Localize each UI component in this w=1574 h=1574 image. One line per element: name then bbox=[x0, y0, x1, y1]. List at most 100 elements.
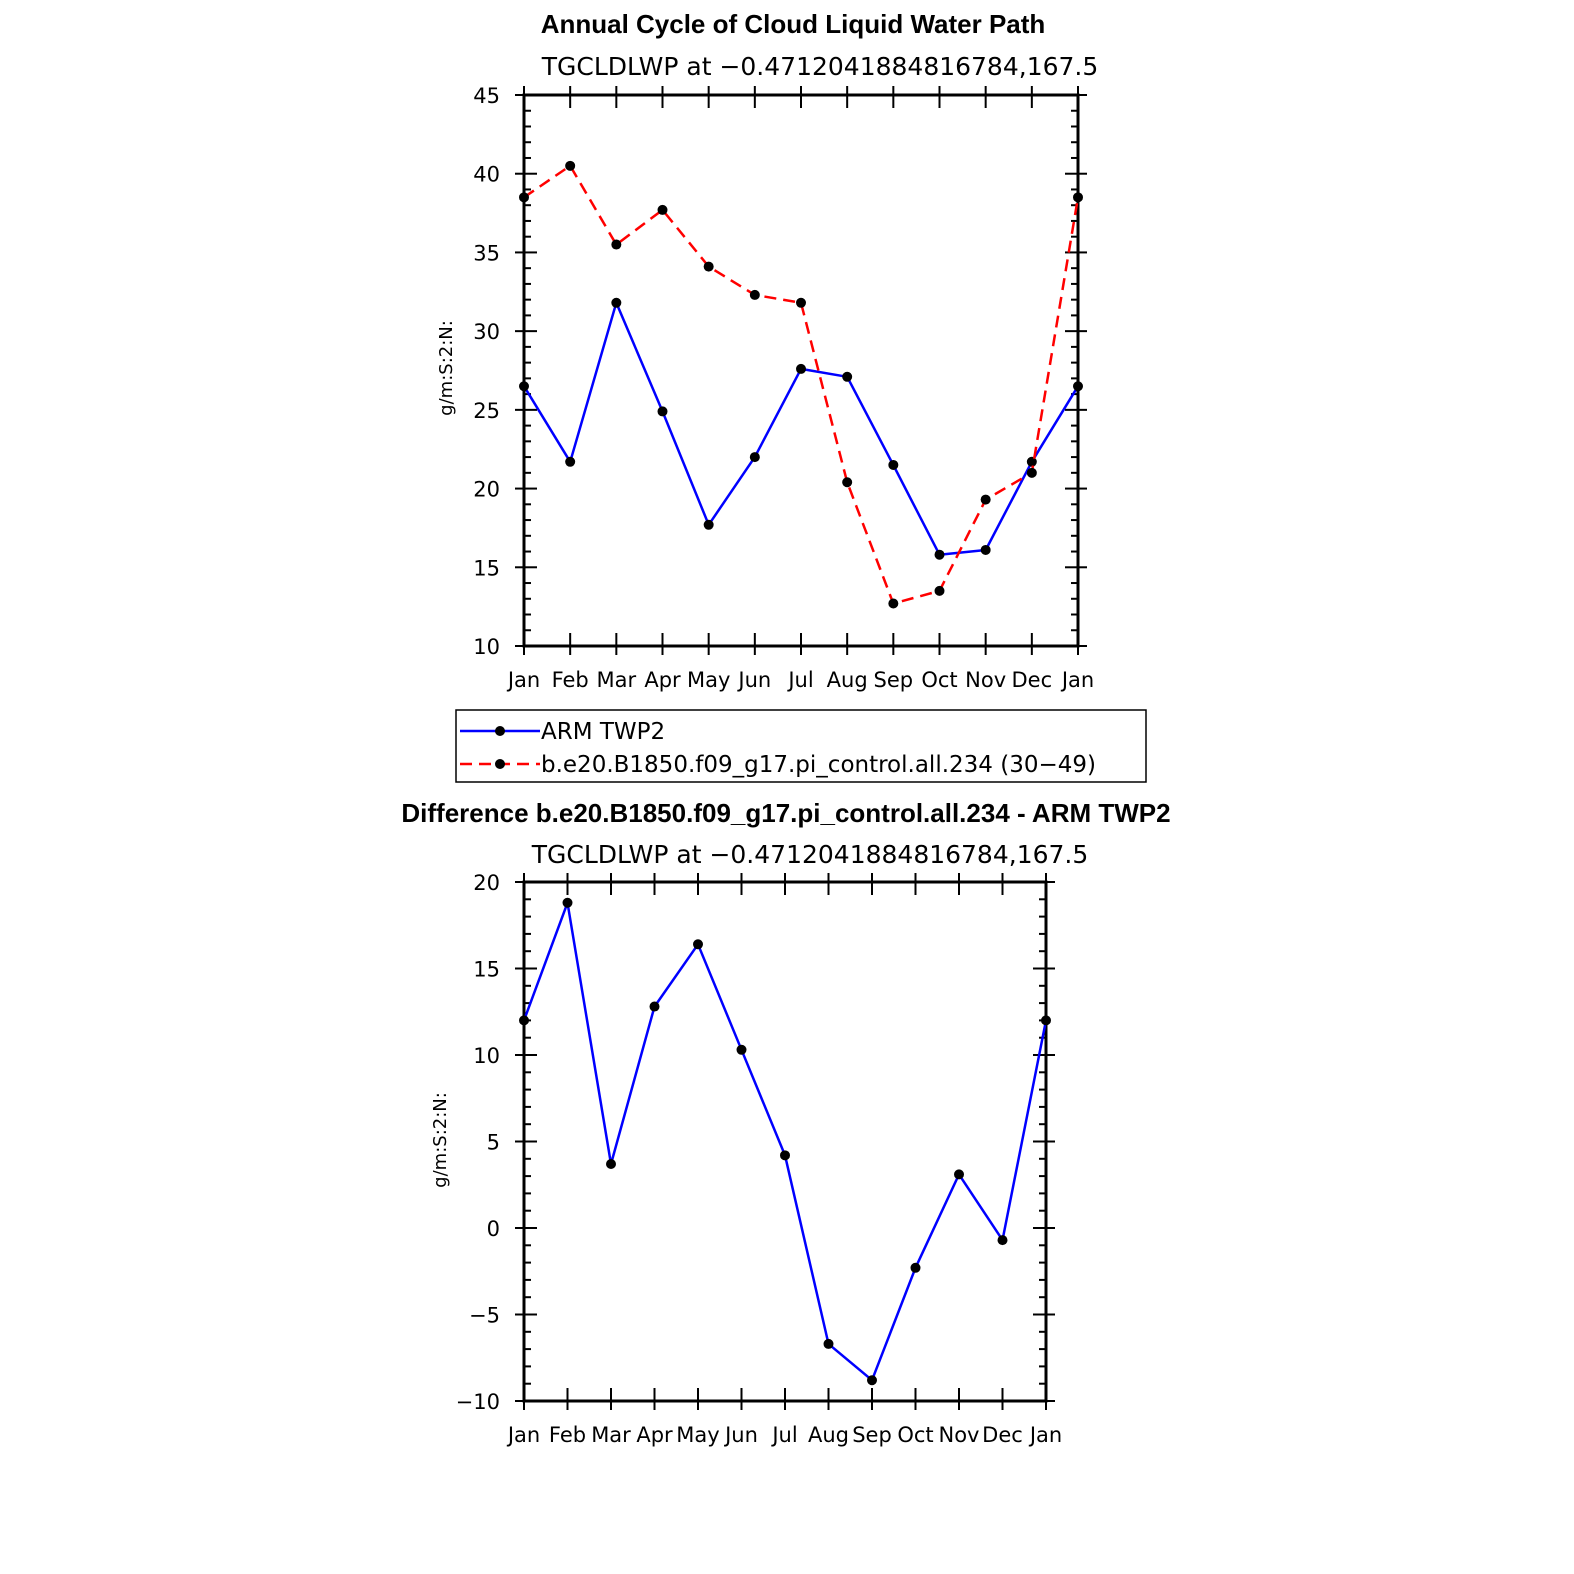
chart1-series-1-point bbox=[611, 239, 622, 250]
chart2-series-0-point bbox=[606, 1158, 616, 1169]
chart1-series-0-point bbox=[980, 544, 991, 555]
chart1-xtick-label: Jan bbox=[1060, 668, 1094, 692]
chart1-series-1-point bbox=[888, 598, 899, 609]
chart1-series-0-point bbox=[934, 549, 945, 560]
chart1-series-0-point bbox=[749, 452, 760, 463]
chart1-xtick-label: Sep bbox=[874, 668, 914, 692]
chart2-xtick-label: Sep bbox=[852, 1423, 892, 1447]
chart1-ytick-label: 40 bbox=[473, 163, 500, 187]
chart2-ytick-label: 5 bbox=[487, 1131, 500, 1155]
chart2-series-0-point bbox=[736, 1044, 747, 1055]
chart2-series-0-point bbox=[693, 939, 703, 950]
chart2-xtick-label: May bbox=[676, 1423, 719, 1447]
chart1-series-0-point bbox=[842, 371, 853, 382]
legend-label-model: b.e20.B1850.f09_g17.pi_control.all.234 (… bbox=[541, 752, 1096, 778]
chart2-ylabel: g/m:S:2:N: bbox=[430, 1092, 451, 1188]
chart2-xtick-label: Jan bbox=[506, 1423, 540, 1447]
chart1-series-1-line bbox=[523, 164, 1080, 605]
chart1-series-0-point bbox=[519, 381, 529, 392]
chart2-xtick-label: Jul bbox=[770, 1423, 797, 1447]
chart1-ytick-label: 20 bbox=[473, 478, 500, 502]
chart2-xtick-label: Dec bbox=[982, 1423, 1023, 1447]
annual-cycle-chart: Annual Cycle of Cloud Liquid Water Path … bbox=[436, 9, 1147, 783]
chart1-series-0-point bbox=[565, 456, 576, 467]
legend-entry-arm-twp2: ARM TWP2 bbox=[460, 719, 665, 745]
chart1-xtick-label: May bbox=[687, 668, 730, 692]
chart2-series-0-line bbox=[522, 901, 1048, 1382]
chart2-title: Difference b.e20.B1850.f09_g17.pi_contro… bbox=[401, 798, 1170, 828]
chart1-title: Annual Cycle of Cloud Liquid Water Path bbox=[541, 9, 1046, 39]
chart1-xtick-label: Jun bbox=[736, 668, 771, 692]
chart2-xtick-label: Oct bbox=[897, 1423, 933, 1447]
chart1-series-1-point bbox=[1073, 192, 1083, 203]
chart2-series-0-point bbox=[780, 1150, 790, 1161]
chart1-series-0-line bbox=[522, 301, 1080, 556]
chart1-series-0-point bbox=[703, 519, 714, 530]
chart2-series-0-point bbox=[867, 1375, 877, 1386]
difference-chart: Difference b.e20.B1850.f09_g17.pi_contro… bbox=[401, 798, 1170, 1447]
chart1-series-0-point bbox=[1073, 381, 1083, 392]
legend-label-arm-twp2: ARM TWP2 bbox=[541, 719, 665, 745]
chart2-xtick-label: Jun bbox=[723, 1423, 758, 1447]
chart1-series-0-point bbox=[888, 459, 899, 470]
chart1-ytick-label: 45 bbox=[473, 84, 500, 108]
chart1-ylabel: g/m:S:2:N: bbox=[436, 320, 457, 416]
chart2-series-0-point bbox=[823, 1338, 834, 1349]
chart1-ytick-label: 30 bbox=[473, 320, 500, 344]
chart2-series-0-point bbox=[649, 1001, 660, 1012]
chart1-series-1-point bbox=[749, 289, 760, 300]
chart1-xtick-label: Oct bbox=[921, 668, 957, 692]
chart1-series-1-point bbox=[565, 160, 576, 171]
chart1-xtick-label: Jul bbox=[786, 668, 813, 692]
chart1-xtick-label: Aug bbox=[827, 668, 868, 692]
chart1-legend: ARM TWP2 b.e20.B1850.f09_g17.pi_control.… bbox=[455, 709, 1147, 783]
chart2-ytick-label: 10 bbox=[473, 1044, 500, 1068]
legend-swatch-marker-model bbox=[495, 759, 505, 769]
chart2-series-0-point bbox=[1041, 1015, 1051, 1026]
chart2-ytick-label: −10 bbox=[456, 1390, 500, 1414]
chart1-xtick-label: Jan bbox=[506, 668, 540, 692]
chart1-series-1-point bbox=[1026, 467, 1037, 478]
chart1-ytick-label: 35 bbox=[473, 241, 500, 265]
chart2-ytick-label: 0 bbox=[487, 1217, 500, 1241]
chart2-series-0-point bbox=[562, 897, 573, 908]
chart1-series-1-point bbox=[842, 477, 853, 488]
chart2-xtick-label: Aug bbox=[808, 1423, 849, 1447]
chart2-xtick-label: Nov bbox=[939, 1423, 980, 1447]
chart1-subtitle: TGCLDLWP at −0.4712041884816784,167.5 bbox=[541, 52, 1099, 81]
chart2-series-0-point bbox=[519, 1015, 529, 1026]
chart1-series-1-point bbox=[796, 297, 806, 308]
chart2-xtick-label: Jan bbox=[1028, 1423, 1062, 1447]
chart2-ytick-label: 15 bbox=[473, 958, 500, 982]
chart2-ytick-label: −5 bbox=[469, 1304, 500, 1328]
chart2-xtick-label: Apr bbox=[636, 1423, 673, 1447]
chart1-series-0-point bbox=[611, 297, 622, 308]
chart1-xtick-label: Dec bbox=[1012, 668, 1053, 692]
chart1-series-1-point bbox=[519, 192, 529, 203]
chart1-series-1-point bbox=[657, 204, 668, 215]
chart1-xtick-label: Apr bbox=[644, 668, 681, 692]
legend-swatch-marker-arm-twp2 bbox=[495, 726, 505, 736]
chart2-xtick-label: Feb bbox=[549, 1423, 586, 1447]
chart2-series-0-point bbox=[954, 1169, 964, 1180]
chart1-series-0-point bbox=[657, 406, 668, 417]
chart1-series-0-point bbox=[796, 363, 806, 374]
legend-box bbox=[455, 709, 1147, 783]
chart2-ytick-label: 20 bbox=[473, 871, 500, 895]
chart1-series-1-point bbox=[934, 585, 945, 596]
chart1-xtick-label: Nov bbox=[965, 668, 1006, 692]
chart2-xtick-label: Mar bbox=[591, 1423, 631, 1447]
chart1-xtick-label: Mar bbox=[597, 668, 637, 692]
chart2-plot-frame bbox=[522, 880, 1048, 1403]
chart1-series-1-point bbox=[980, 494, 991, 505]
legend-entry-model: b.e20.B1850.f09_g17.pi_control.all.234 (… bbox=[460, 752, 1096, 778]
chart1-xtick-label: Feb bbox=[552, 668, 589, 692]
chart1-ytick-label: 10 bbox=[473, 635, 500, 659]
chart1-ytick-label: 25 bbox=[473, 399, 500, 423]
chart2-series-0-point bbox=[910, 1262, 921, 1273]
chart2-series-0-point bbox=[997, 1235, 1008, 1246]
chart1-series-1-point bbox=[703, 261, 714, 272]
chart1-ytick-label: 15 bbox=[473, 556, 500, 580]
chart1-series-0-point bbox=[1026, 456, 1037, 467]
